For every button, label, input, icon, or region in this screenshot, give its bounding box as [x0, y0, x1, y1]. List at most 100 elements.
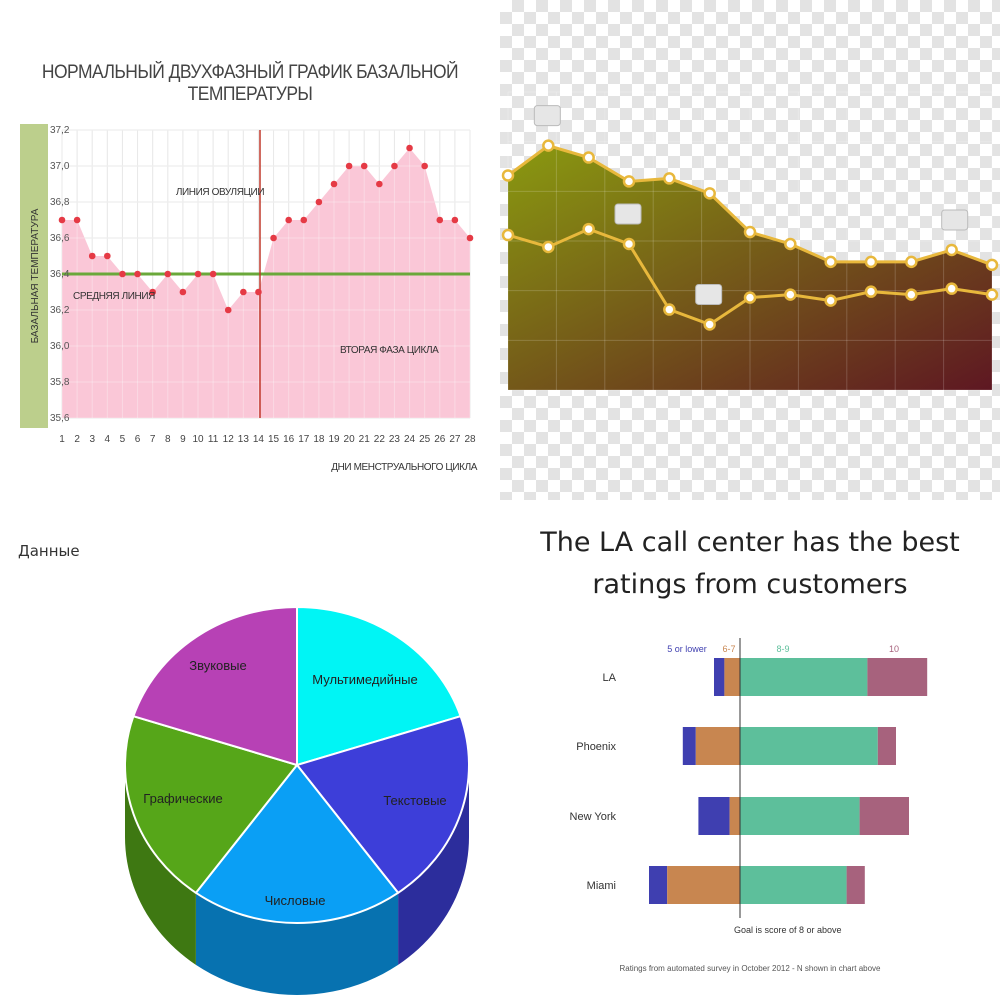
x-tick-label: 5: [120, 434, 126, 445]
temperature-point: [406, 144, 413, 152]
x-tick-label: 9: [180, 434, 186, 445]
bar-segment: [682, 727, 696, 765]
temperature-point: [330, 180, 338, 188]
bar-segment: [846, 866, 865, 904]
pie-slice-label: Числовые: [265, 893, 326, 908]
bar-segment: [698, 797, 730, 835]
area-series-point: [501, 169, 515, 182]
bar-segment: [649, 866, 668, 904]
bar-segment: [740, 727, 878, 765]
temperature-point: [224, 306, 232, 314]
y-tick-label: 36,6: [50, 233, 70, 244]
x-tick-label: 4: [105, 434, 111, 445]
pie-slice-label: Графические: [143, 791, 222, 806]
x-tick-label: 22: [374, 434, 386, 445]
bbt-chart: 35,635,836,036,236,436,636,837,037,21 2 3 4…: [20, 124, 478, 473]
pie-chart: Мультимедийные Текстовые Числовые Графическ…: [124, 605, 470, 995]
line-series-point: [824, 294, 837, 307]
pie-chart-panel: Мультимедийные Текстовые Числовые Графическ…: [0, 500, 500, 1000]
pie-slice-label: Звуковые: [189, 658, 247, 673]
x-tick-label: 23: [389, 434, 401, 445]
temperature-point: [134, 270, 141, 278]
x-tick-label: 15: [268, 434, 280, 445]
x-tick-label: 3: [89, 434, 95, 445]
legend-entry: 5 or lower: [667, 644, 707, 654]
y-tick-label: 36,4: [50, 269, 70, 280]
y-tick-label: 36,0: [50, 341, 70, 352]
bar-segment: [877, 727, 896, 765]
temperature-point: [209, 270, 217, 278]
area-series-point: [784, 237, 797, 251]
x-tick-label: 17: [298, 434, 310, 445]
pie-slice: [124, 714, 299, 895]
temperature-point: [104, 252, 111, 260]
bar-segment: [667, 866, 740, 904]
pie-slice-side: [195, 892, 399, 995]
pie-slice-label: Текстовые: [383, 793, 446, 808]
bar-segment: [867, 658, 928, 696]
temperature-point: [436, 216, 444, 224]
pie-slice: [194, 763, 400, 924]
bar-segment: [724, 658, 740, 696]
line-series-point: [985, 288, 999, 301]
line-series-point: [864, 285, 878, 298]
bar-segment: [740, 658, 868, 696]
x-tick-label: 16: [283, 434, 295, 445]
legend-entry: 6-7: [722, 644, 735, 654]
y-tick-label: 35,8: [50, 377, 70, 388]
bbt-chart-panel: НОРМАЛЬНЫЙ ДВУХФАЗНЫЙ ГРАФИК БАЗАЛЬНОЙ Т…: [0, 0, 500, 500]
bbt-chart-title: НОРМАЛЬНЫЙ ДВУХФАЗНЫЙ ГРАФИК БАЗАЛЬНОЙ Т…: [41, 62, 459, 105]
ovulation-annotation: ЛИНИЯ ОВУЛЯЦИИ: [176, 187, 264, 198]
area-series-point: [945, 243, 958, 257]
bar-segment: [695, 727, 740, 765]
x-tick-label: 21: [359, 434, 371, 445]
legend-entry: 8-9: [776, 644, 789, 654]
temperature-point: [421, 162, 428, 170]
x-tick-label: 28: [464, 434, 476, 445]
x-tick-label: 7: [150, 434, 156, 445]
temperature-point: [360, 162, 368, 170]
category-label: Phoenix: [576, 741, 616, 753]
y-tick-label: 36,8: [50, 197, 70, 208]
category-label: New York: [570, 811, 617, 823]
callout-box: [614, 203, 642, 225]
line-series-point: [703, 318, 716, 331]
x-tick-label: 2: [74, 434, 80, 445]
bar-segment: [859, 797, 909, 835]
temperature-point: [345, 162, 353, 170]
goal-label: Goal is score of 8 or above: [734, 925, 842, 935]
x-tick-label: 1: [59, 434, 65, 445]
x-tick-label: 24: [404, 434, 416, 445]
ratings-chart-panel: 5 or lower 6-7 8-9 10 LA Phoenix New York Miami…: [500, 500, 1000, 1000]
x-tick-label: 27: [449, 434, 461, 445]
ratings-chart-title: The LA call center has the best ratings …: [540, 527, 960, 600]
x-tick-label: 25: [419, 434, 431, 445]
line-series-point: [501, 228, 515, 242]
y-tick-label: 35,6: [50, 413, 70, 424]
temperature-point: [255, 288, 262, 296]
temperature-point: [300, 216, 308, 224]
area-series-point: [663, 172, 676, 185]
ratings-chart: 5 or lower 6-7 8-9 10 LA Phoenix New York Miami…: [570, 638, 928, 973]
footnote: Ratings from automated survey in October…: [619, 964, 881, 973]
x-tick-label: 18: [313, 434, 325, 445]
x-tick-label: 19: [328, 434, 340, 445]
x-tick-label: 26: [434, 434, 446, 445]
line-series-point: [784, 288, 797, 301]
line-series-point: [622, 237, 636, 251]
area-series-point: [542, 139, 555, 152]
pie-slice-label: Мультимедийные: [312, 672, 418, 687]
line-series-point: [582, 222, 595, 236]
temperature-point: [119, 270, 126, 278]
line-series-point: [743, 291, 757, 304]
y-tick-label: 37,2: [50, 125, 70, 136]
pie-chart-title: Данные: [18, 542, 80, 560]
temperature-point: [179, 288, 187, 296]
x-tick-label: 8: [165, 434, 171, 445]
line-series-point: [945, 282, 958, 295]
pie-slice-side: [125, 765, 196, 965]
legend-entry: 10: [889, 644, 899, 654]
area-series-point: [703, 187, 716, 200]
x-tick-label: 14: [253, 434, 265, 445]
bar-segment: [740, 797, 860, 835]
